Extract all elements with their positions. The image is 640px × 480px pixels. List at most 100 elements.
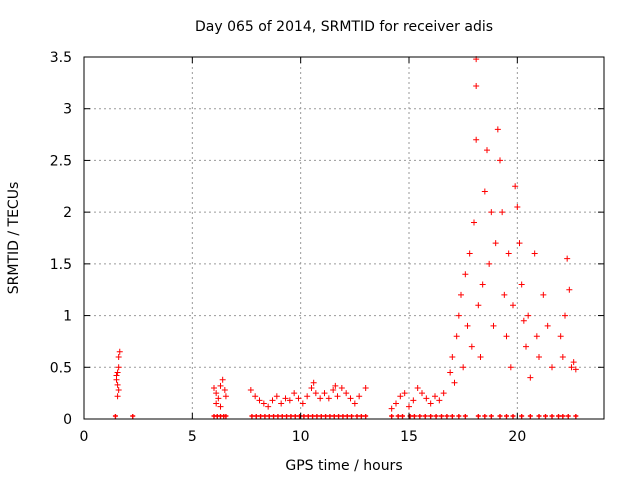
data-point [473, 136, 480, 143]
x-tick-label: 15 [400, 429, 418, 445]
data-points [113, 56, 579, 412]
data-point [260, 400, 267, 407]
zero-marker [112, 414, 118, 419]
zero-marker [422, 414, 428, 419]
data-point [114, 381, 121, 388]
zero-marker [407, 414, 413, 419]
zero-marker [411, 414, 417, 419]
data-point [423, 395, 430, 402]
data-point [518, 281, 525, 288]
data-point [494, 126, 501, 133]
data-point [568, 364, 575, 371]
data-point [269, 397, 276, 404]
data-point [564, 255, 571, 262]
zero-marker [354, 414, 360, 419]
zero-marker [428, 414, 434, 419]
data-point [471, 219, 477, 226]
data-point [527, 374, 534, 381]
data-point [304, 393, 311, 400]
data-point [330, 387, 337, 394]
data-point [525, 312, 532, 319]
data-point [466, 250, 473, 257]
data-point [484, 147, 490, 154]
data-point [559, 353, 566, 360]
zero-marker [279, 414, 285, 419]
zero-marker [519, 414, 525, 419]
zero-marker [271, 414, 277, 419]
zero-marker [349, 414, 355, 419]
data-point [247, 387, 254, 394]
zero-marker [389, 414, 395, 419]
zero-marker [288, 414, 294, 419]
data-point [406, 403, 412, 410]
zero-marker [253, 414, 259, 419]
data-point [114, 393, 121, 400]
data-point [514, 203, 521, 210]
data-point [317, 395, 324, 402]
data-point [273, 393, 280, 400]
zero-marker [475, 414, 481, 419]
y-tick-label: 1.5 [50, 257, 72, 273]
zero-marker [543, 414, 548, 419]
data-point [115, 353, 122, 360]
data-point [531, 250, 538, 257]
data-point [310, 379, 317, 386]
data-point [393, 400, 399, 407]
data-point [388, 405, 395, 412]
y-tick-label: 2.5 [50, 153, 72, 169]
data-point [540, 291, 547, 298]
zero-marker [497, 414, 503, 419]
zero-marker [400, 414, 405, 419]
zero-marker [323, 414, 329, 419]
zero-marker [504, 414, 509, 419]
zero-marker [258, 414, 264, 419]
plot-frame [83, 56, 605, 420]
data-point [115, 387, 122, 394]
data-point [321, 390, 328, 397]
data-point [570, 359, 577, 366]
data-point [221, 387, 228, 394]
data-point [566, 286, 573, 293]
data-point [334, 393, 341, 400]
data-point [397, 393, 404, 400]
data-point [516, 240, 523, 247]
data-point [523, 343, 529, 350]
data-point [332, 382, 339, 389]
zero-marker [284, 414, 290, 419]
zero-marker [331, 414, 337, 419]
data-point [510, 302, 516, 309]
y-tick-label: 0 [63, 412, 72, 428]
zero-marker [327, 414, 333, 419]
data-point [347, 395, 354, 402]
y-tick-label: 2 [63, 205, 72, 221]
y-axis-label: SRMTID / TECUs [6, 182, 22, 295]
data-point [308, 384, 315, 391]
data-point [497, 157, 503, 164]
data-point [419, 390, 425, 397]
data-point [557, 333, 564, 340]
data-point [211, 384, 217, 391]
data-point [475, 302, 482, 309]
data-point [503, 333, 510, 340]
data-point [343, 390, 350, 397]
grid-lines [84, 57, 604, 419]
y-tick-label: 3.5 [50, 50, 72, 66]
data-point [468, 343, 475, 350]
zero-marker [456, 414, 462, 419]
zero-marker [556, 414, 561, 419]
data-point [451, 379, 458, 386]
data-point [252, 393, 259, 400]
zero-marker [266, 414, 272, 419]
data-point [295, 395, 302, 402]
zero-marker [417, 414, 423, 419]
zero-marker [318, 414, 324, 419]
data-point [338, 384, 345, 391]
data-point [462, 271, 469, 278]
data-point [325, 395, 332, 402]
data-point [481, 188, 488, 195]
zero-marker [358, 414, 364, 419]
zero-marker [275, 414, 281, 419]
data-point [453, 333, 460, 340]
data-point [410, 397, 417, 404]
